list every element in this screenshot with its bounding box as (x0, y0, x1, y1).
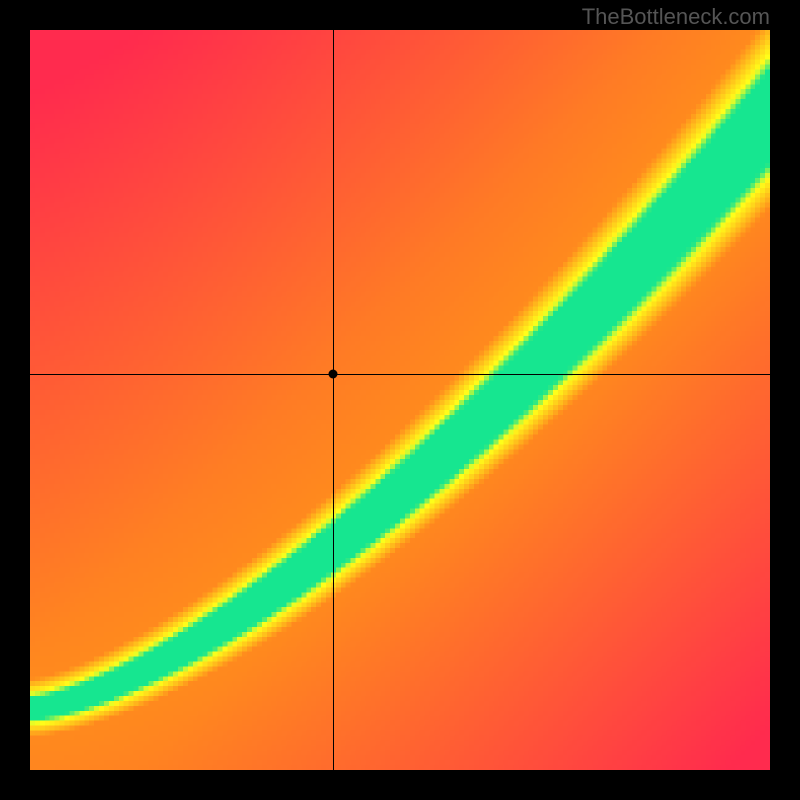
heatmap-plot (30, 30, 770, 770)
crosshair-horizontal (30, 374, 770, 375)
crosshair-marker (329, 370, 338, 379)
watermark-text: TheBottleneck.com (582, 4, 770, 30)
crosshair-vertical (333, 30, 334, 770)
heatmap-canvas (30, 30, 770, 770)
